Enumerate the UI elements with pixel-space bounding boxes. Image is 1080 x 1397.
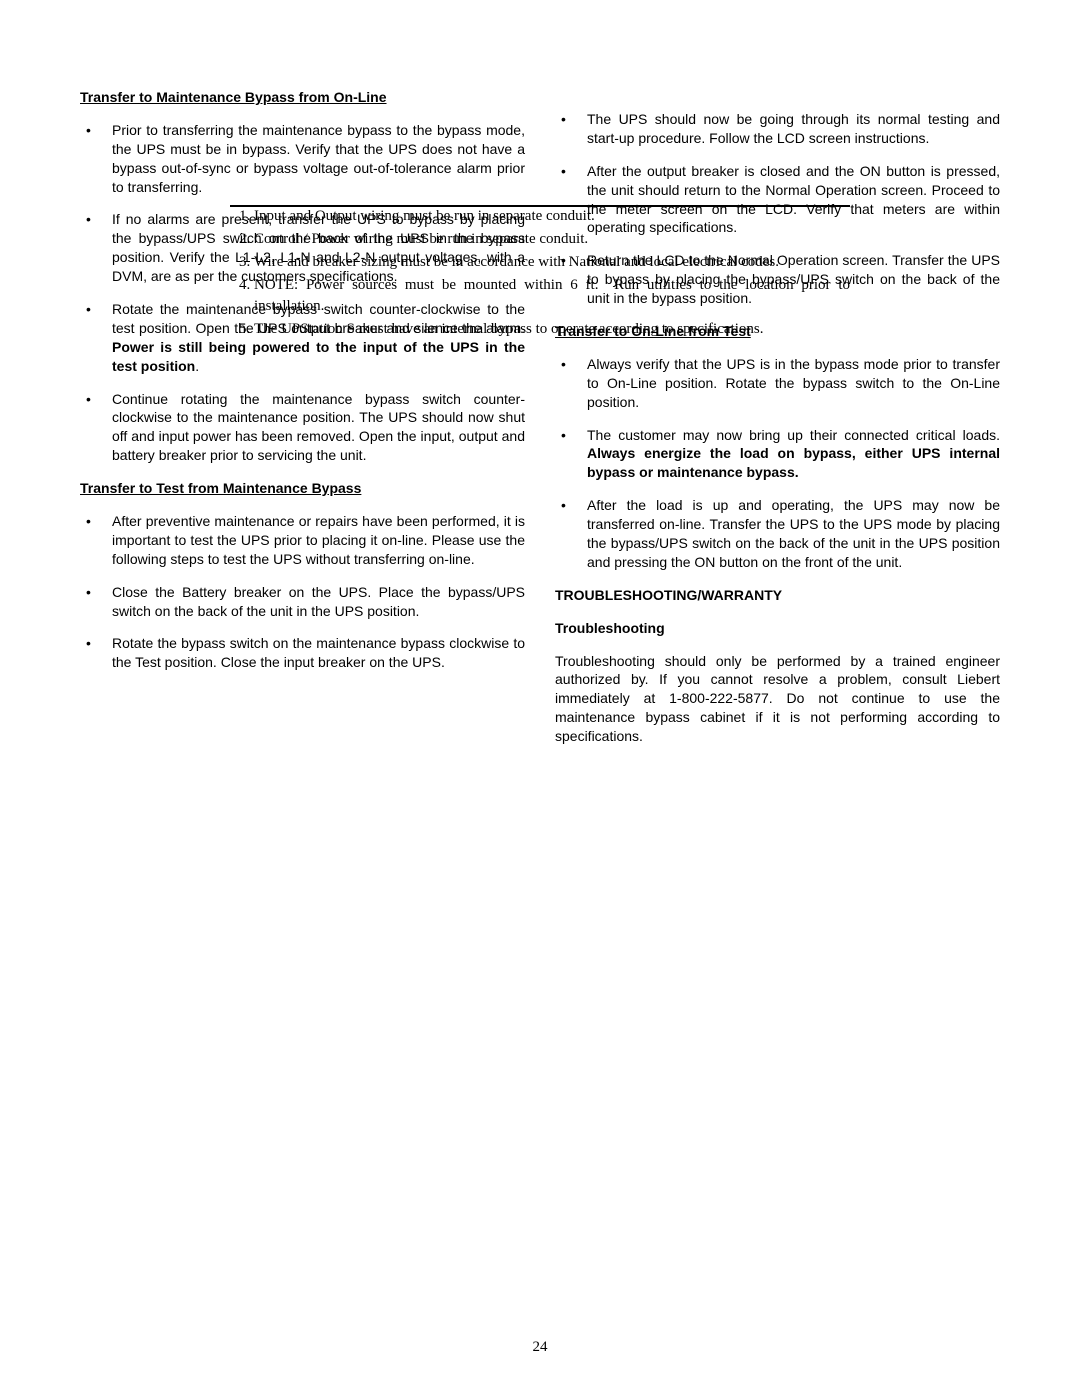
text: . — [195, 358, 199, 374]
text: The customer may now bring up their conn… — [587, 427, 1000, 443]
heading-troubleshooting: Troubleshooting — [555, 619, 1000, 638]
list-item: Always verify that the UPS is in the byp… — [555, 355, 1000, 412]
list-item: NOTE: Power sources must be mounted with… — [254, 275, 850, 317]
list-item: Wire and breaker sizing must be in accor… — [254, 252, 850, 273]
left-column: Transfer to Maintenance Bypass from On-L… — [80, 82, 525, 746]
note-prefix: NOTE: — [254, 277, 306, 293]
page-number: 24 — [0, 1337, 1080, 1357]
list-item: Prior to transferring the maintenance by… — [80, 121, 525, 197]
right-column: The UPS should now be going through its … — [555, 82, 1000, 746]
bold-text: Power is still being powered to the inpu… — [112, 339, 525, 374]
overlay-notes: Input and Output wiring must be run in s… — [230, 206, 850, 342]
list-item: The UPS should now be going through its … — [555, 110, 1000, 148]
list-test-maint: After preventive maintenance or repairs … — [80, 512, 525, 672]
list-item: Input and Output wiring must be run in s… — [254, 206, 850, 227]
list-item: Rotate the bypass switch on the maintena… — [80, 634, 525, 672]
list-item: Control / Power wiring must be run in se… — [254, 229, 850, 250]
note-text: Power sources must be mounted within 6 f… — [306, 277, 598, 293]
list-item: Continue rotating the maintenance bypass… — [80, 390, 525, 466]
list-item: After the load is up and operating, the … — [555, 496, 1000, 572]
two-column-layout: Transfer to Maintenance Bypass from On-L… — [80, 82, 1000, 746]
bold-text: Always energize the load on bypass, eith… — [587, 445, 1000, 480]
heading-transfer-test: Transfer to Test from Maintenance Bypass — [80, 479, 525, 498]
paragraph: Troubleshooting should only be performed… — [555, 652, 1000, 746]
heading-troubleshooting-warranty: TROUBLESHOOTING/WARRANTY — [555, 586, 1000, 605]
list-item: Close the Battery breaker on the UPS. Pl… — [80, 583, 525, 621]
list-item: After preventive maintenance or repairs … — [80, 512, 525, 569]
list-item: The UPStation S must have an internal by… — [254, 319, 850, 340]
overlay-ordered-list: Input and Output wiring must be run in s… — [230, 206, 850, 340]
list-item: The customer may now bring up their conn… — [555, 426, 1000, 483]
list-online-test: Always verify that the UPS is in the byp… — [555, 355, 1000, 572]
heading-transfer-maint: Transfer to Maintenance Bypass from On-L… — [80, 88, 525, 107]
